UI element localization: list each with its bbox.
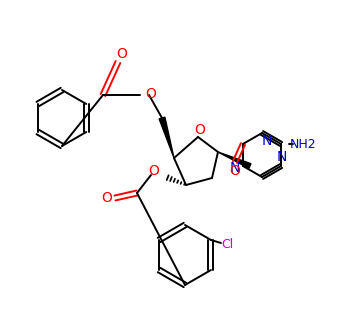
Text: Cl: Cl [221, 239, 233, 251]
Text: O: O [195, 123, 205, 137]
Text: O: O [117, 47, 127, 61]
Text: N: N [277, 150, 287, 164]
Polygon shape [218, 152, 251, 168]
Text: O: O [102, 191, 112, 205]
Text: N: N [230, 161, 240, 175]
Text: N: N [262, 134, 272, 148]
Text: O: O [229, 164, 240, 178]
Text: NH2: NH2 [290, 137, 316, 151]
Text: O: O [145, 87, 156, 101]
Text: O: O [149, 164, 159, 178]
Polygon shape [159, 117, 174, 158]
